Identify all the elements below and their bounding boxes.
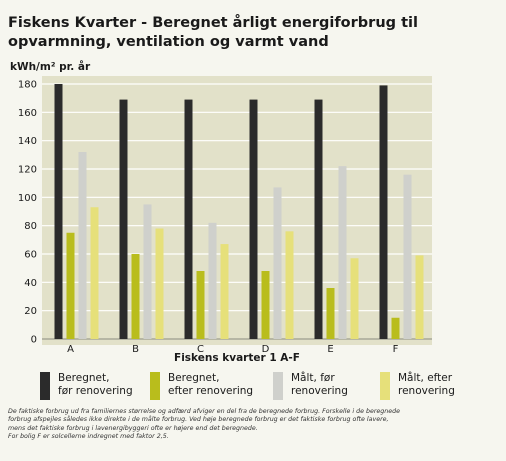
gridlines — [42, 83, 432, 340]
bar-f-series-3 — [403, 174, 412, 339]
y-tick-label: 80 — [24, 221, 37, 232]
bar-f-series-2 — [391, 317, 400, 339]
legend-item-1: Beregnet, før renovering — [40, 372, 133, 400]
bars — [54, 84, 424, 340]
x-tick-label: B — [132, 344, 139, 355]
legend: Beregnet, før renovering Beregnet, efter … — [40, 372, 506, 402]
legend-swatch — [380, 372, 390, 400]
y-tick-label: 60 — [24, 250, 37, 261]
legend-swatch — [273, 372, 283, 400]
bar-d-series-3 — [273, 187, 282, 339]
bar-c-series-4 — [220, 244, 229, 339]
bar-d-series-4 — [285, 231, 294, 339]
y-tick-label: 140 — [18, 136, 37, 147]
legend-item-2: Beregnet, efter renovering — [150, 372, 253, 400]
x-tick-label: D — [262, 344, 270, 355]
legend-label: Beregnet, før renovering — [58, 372, 133, 397]
y-tick-label: 0 — [31, 335, 37, 346]
legend-label: Målt, før renovering — [291, 372, 348, 397]
bar-c-series-3 — [208, 222, 217, 339]
y-tick-label: 120 — [18, 165, 37, 176]
bar-b-series-4 — [155, 228, 164, 339]
bar-e-series-3 — [338, 166, 347, 339]
bar-b-series-2 — [131, 254, 140, 339]
bar-e-series-2 — [326, 288, 335, 339]
legend-label: Beregnet, efter renovering — [168, 372, 254, 397]
bar-a-series-1 — [54, 84, 63, 339]
x-tick-label: F — [393, 344, 399, 355]
bar-b-series-3 — [143, 204, 152, 339]
bar-f-series-4 — [415, 255, 424, 339]
legend-swatch — [40, 372, 50, 400]
bar-d-series-2 — [261, 271, 270, 339]
x-tick-label: C — [197, 344, 204, 355]
bar-a-series-4 — [90, 207, 99, 339]
plot-background — [42, 76, 432, 345]
bar-b-series-1 — [119, 99, 128, 339]
legend-item-4: Målt, efter renovering — [380, 372, 455, 400]
y-tick-label: 100 — [18, 193, 37, 204]
legend-swatch — [150, 372, 160, 400]
y-tick-label: 20 — [24, 306, 37, 317]
legend-item-3: Målt, før renovering — [273, 372, 348, 400]
x-tick-label: A — [67, 344, 74, 355]
bar-a-series-3 — [78, 152, 87, 339]
bar-d-series-1 — [249, 99, 258, 339]
bar-c-series-1 — [184, 99, 193, 339]
legend-label: Målt, efter renovering — [398, 372, 455, 397]
x-tick-label: E — [327, 344, 333, 355]
bar-chart: 0 20 40 60 80 100 120 140 160 180 A B C D E F Fiskens … — [18, 76, 432, 364]
chart-title: Fiskens Kvarter - Beregnet årligt energi… — [8, 15, 418, 50]
bar-f-series-1 — [379, 85, 388, 340]
y-axis-label: kWh/m² pr. år — [10, 61, 91, 73]
bar-a-series-2 — [66, 232, 75, 339]
footnote: De faktiske forbrug ud fra familiernes s… — [8, 408, 401, 441]
y-tick-labels: 0 20 40 60 80 100 120 140 160 180 — [18, 80, 37, 346]
bar-c-series-2 — [196, 271, 205, 339]
y-tick-label: 180 — [18, 80, 37, 91]
y-tick-label: 160 — [18, 108, 37, 119]
bar-e-series-4 — [350, 258, 359, 339]
x-tick-labels: A B C D E F — [67, 344, 399, 355]
x-axis-label: Fiskens kvarter 1 A-F — [174, 352, 300, 364]
bar-e-series-1 — [314, 99, 323, 339]
y-tick-label: 40 — [24, 278, 37, 289]
